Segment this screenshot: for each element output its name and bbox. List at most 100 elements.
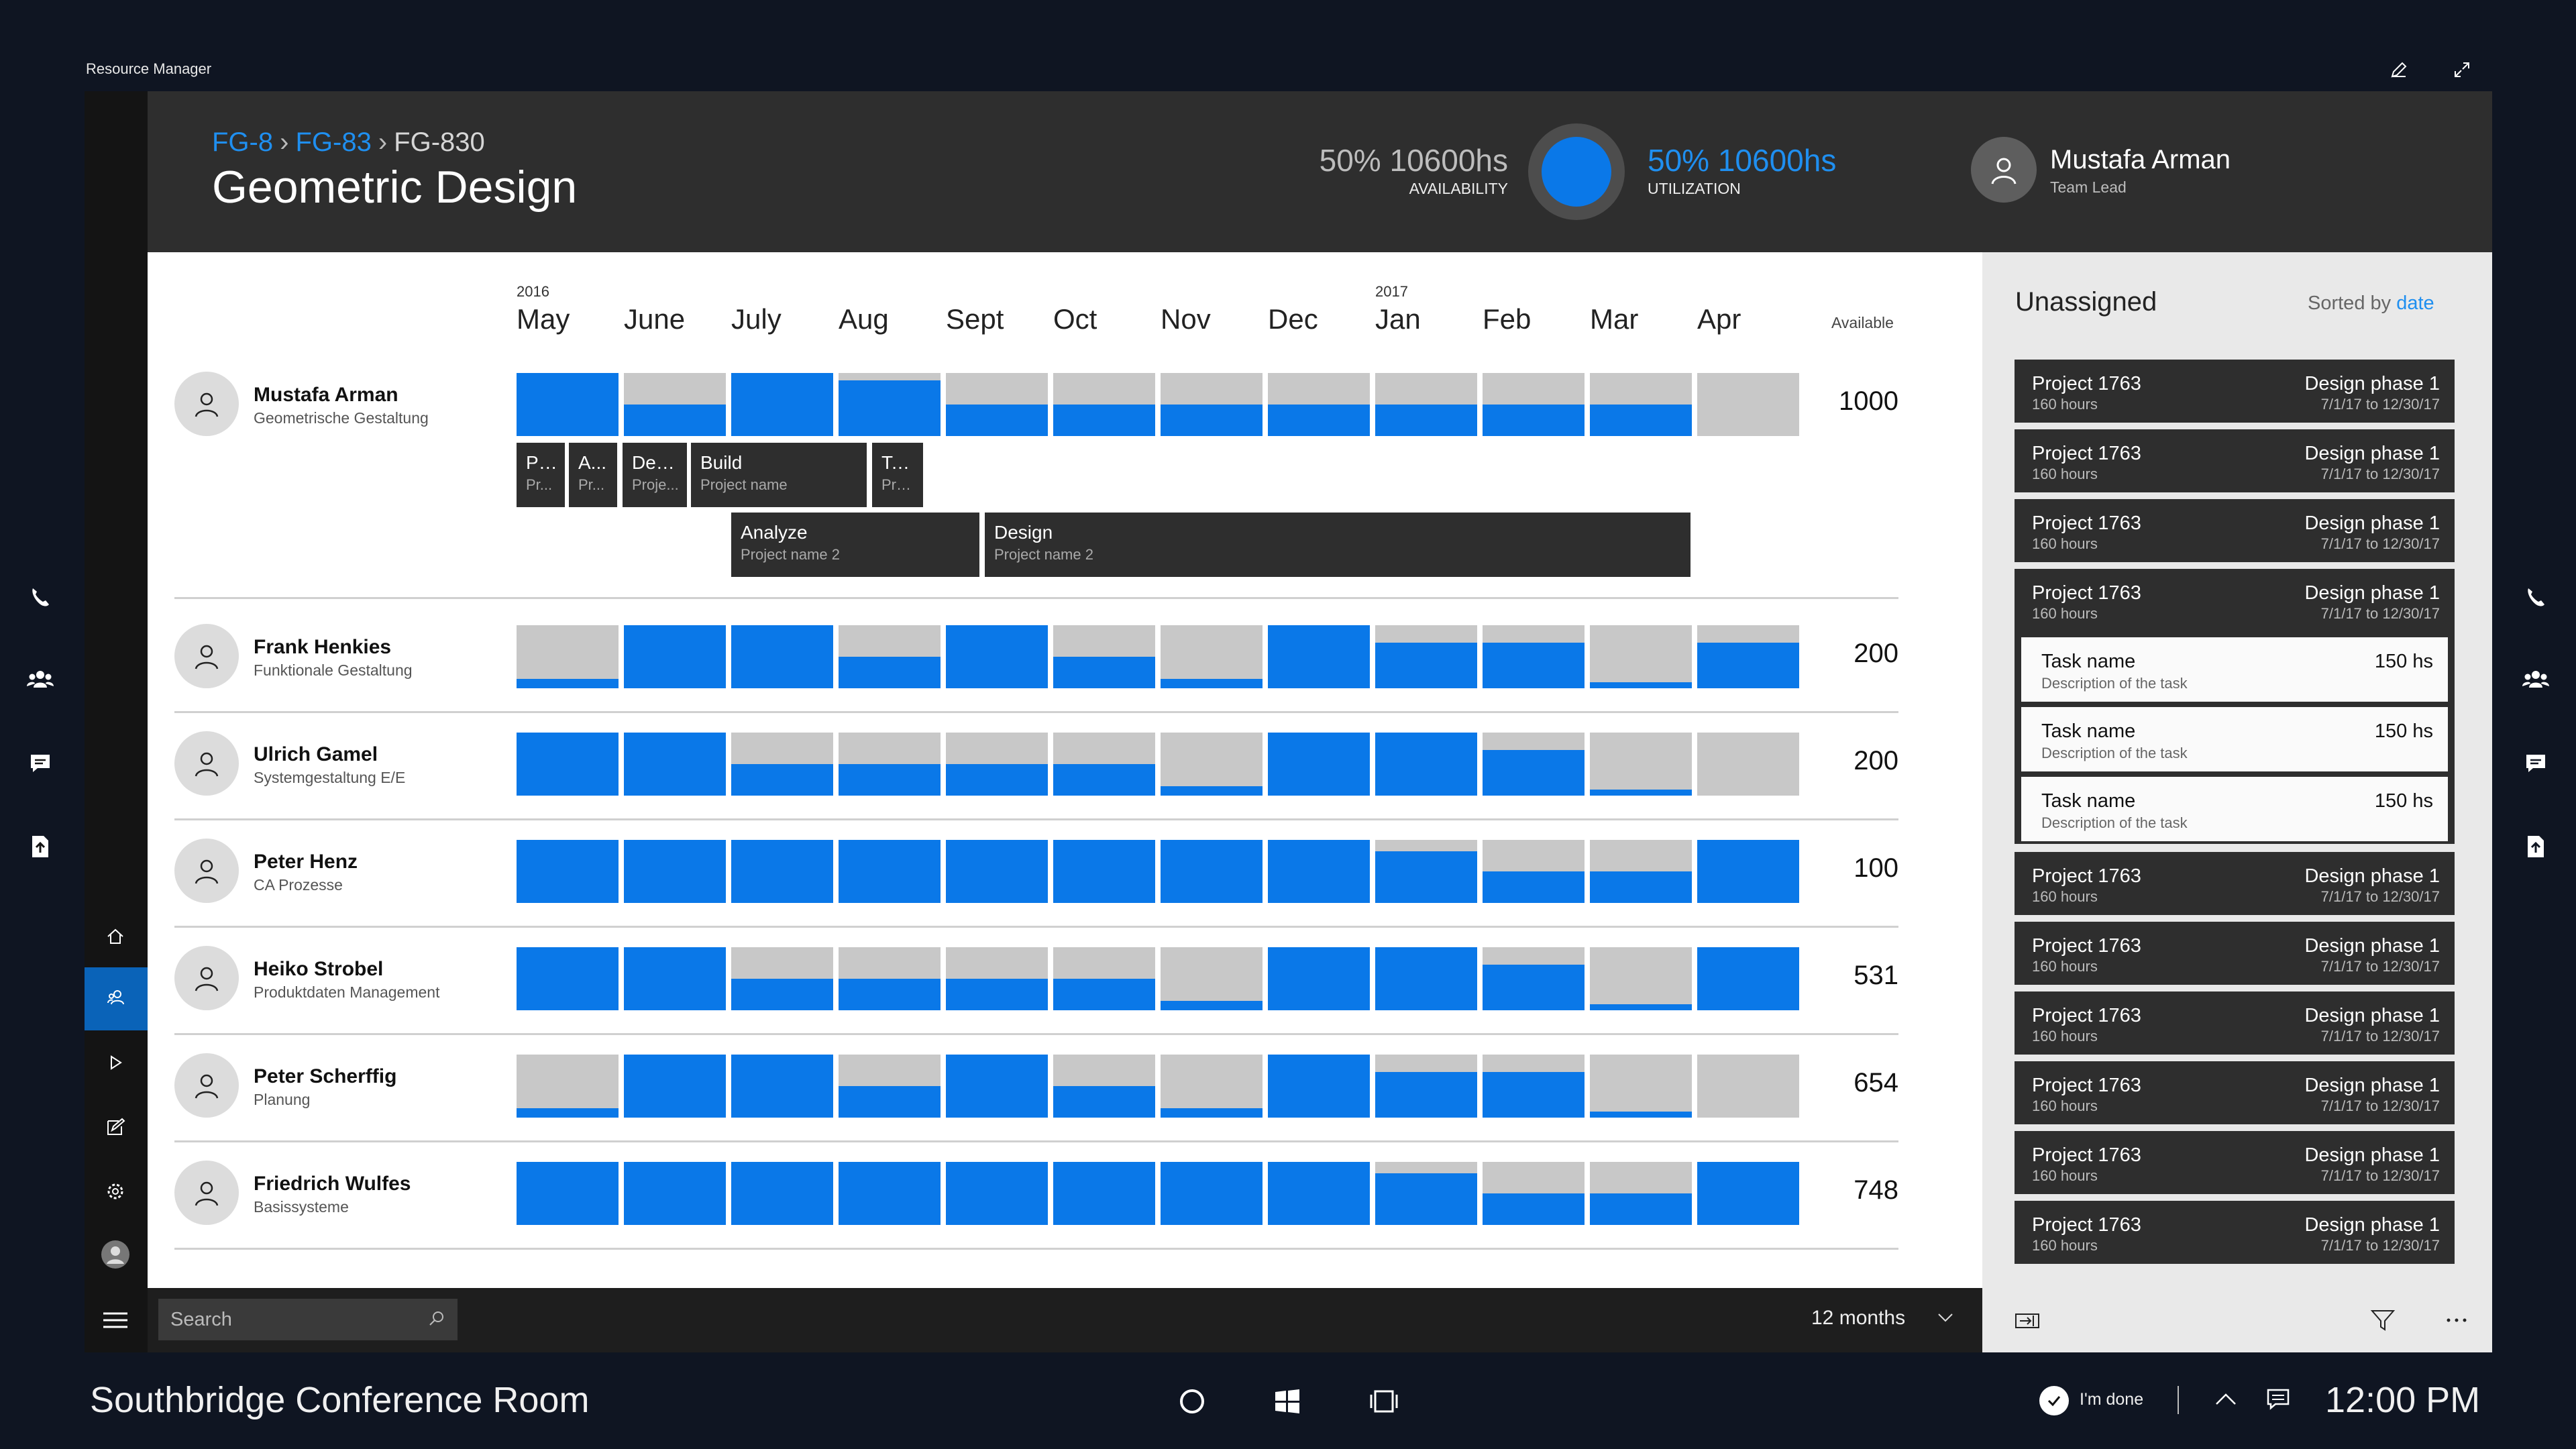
allocation-cell[interactable] [1483, 1055, 1585, 1118]
allocation-cell[interactable] [946, 947, 1048, 1010]
search-icon[interactable] [428, 1309, 445, 1330]
chevron-up-icon[interactable] [2211, 1385, 2241, 1414]
allocation-cell[interactable] [1483, 733, 1585, 796]
task-block[interactable]: Pl... Pr... [517, 443, 565, 507]
allocation-cell[interactable] [1161, 840, 1263, 903]
home-icon[interactable] [99, 920, 131, 953]
allocation-cell[interactable] [1375, 733, 1477, 796]
sort-value[interactable]: date [2396, 292, 2434, 314]
task-block[interactable]: Te... Pro... [872, 443, 923, 507]
allocation-cell[interactable] [1590, 373, 1692, 436]
chat-icon[interactable] [25, 749, 55, 778]
allocation-cell[interactable] [1375, 1055, 1477, 1118]
allocation-cell[interactable] [1590, 840, 1692, 903]
allocation-cell[interactable] [1375, 1162, 1477, 1225]
allocation-cell[interactable] [1161, 625, 1263, 688]
unassigned-card[interactable]: Project 1763 160 hours Design phase 1 7/1/1… [2015, 1201, 2455, 1264]
allocation-cell[interactable] [1053, 1055, 1155, 1118]
group-icon[interactable] [2521, 664, 2551, 694]
allocation-cell[interactable] [946, 1055, 1048, 1118]
person-avatar[interactable] [174, 946, 239, 1010]
allocation-cell[interactable] [1268, 840, 1370, 903]
allocation-cell[interactable] [1375, 947, 1477, 1010]
allocation-cell[interactable] [1590, 733, 1692, 796]
allocation-cell[interactable] [624, 625, 726, 688]
allocation-cell[interactable] [946, 1162, 1048, 1225]
unassigned-card[interactable]: Project 1763 160 hours Design phase 1 7/1/1… [2015, 991, 2455, 1055]
unassigned-card[interactable]: Project 1763 160 hours Design phase 1 7/1/1… [2015, 922, 2455, 985]
breadcrumb-link-fg83[interactable]: FG-83 [295, 127, 372, 157]
allocation-cell[interactable] [839, 947, 941, 1010]
allocation-cell[interactable] [731, 733, 833, 796]
allocation-cell[interactable] [1053, 373, 1155, 436]
allocation-cell[interactable] [517, 1162, 619, 1225]
allocation-cell[interactable] [839, 733, 941, 796]
allocation-cell[interactable] [731, 947, 833, 1010]
allocation-cell[interactable] [1483, 840, 1585, 903]
allocation-cell[interactable] [946, 733, 1048, 796]
edit-icon[interactable] [99, 1111, 131, 1143]
unassigned-task-card[interactable]: Task name Description of the task 150 hs [2021, 707, 2448, 771]
allocation-cell[interactable] [839, 840, 941, 903]
person-avatar[interactable] [174, 1161, 239, 1225]
allocation-cell[interactable] [731, 373, 833, 436]
people-nav-button[interactable] [85, 967, 148, 1030]
allocation-cell[interactable] [517, 733, 619, 796]
task-block[interactable]: Design Project name 2 [985, 513, 1690, 577]
allocation-cell[interactable] [1268, 1055, 1370, 1118]
allocation-cell[interactable] [839, 373, 941, 436]
allocation-cell[interactable] [1483, 947, 1585, 1010]
allocation-cell[interactable] [1697, 840, 1799, 903]
allocation-cell[interactable] [624, 840, 726, 903]
allocation-cell[interactable] [624, 1055, 726, 1118]
allocation-cell[interactable] [1375, 373, 1477, 436]
phone-icon[interactable] [25, 582, 55, 612]
allocation-cell[interactable] [517, 840, 619, 903]
unassigned-task-card[interactable]: Task name Description of the task 150 hs [2021, 637, 2448, 702]
task-block[interactable]: Des... Proje... [623, 443, 687, 507]
group-icon[interactable] [25, 664, 55, 694]
chat-icon[interactable] [2521, 749, 2551, 778]
search-input[interactable]: Search [158, 1299, 458, 1340]
unassigned-card[interactable]: Project 1763 160 hours Design phase 1 7/1/1… [2015, 429, 2455, 492]
pen-icon[interactable] [2388, 59, 2410, 80]
allocation-cell[interactable] [1268, 733, 1370, 796]
allocation-cell[interactable] [1053, 733, 1155, 796]
phone-icon[interactable] [2521, 582, 2551, 612]
sort-control[interactable]: Sorted by date [2308, 292, 2434, 315]
allocation-cell[interactable] [946, 840, 1048, 903]
allocation-cell[interactable] [1375, 840, 1477, 903]
allocation-cell[interactable] [731, 840, 833, 903]
upload-icon[interactable] [2521, 832, 2551, 861]
allocation-cell[interactable] [1053, 840, 1155, 903]
allocation-cell[interactable] [517, 373, 619, 436]
unassigned-card[interactable]: Project 1763 160 hours Design phase 1 7/1/1… [2015, 569, 2455, 632]
allocation-cell[interactable] [1697, 947, 1799, 1010]
allocation-cell[interactable] [1268, 625, 1370, 688]
windows-icon[interactable] [1269, 1383, 1305, 1419]
allocation-cell[interactable] [1590, 947, 1692, 1010]
task-view-icon[interactable] [1366, 1383, 1402, 1419]
chevron-down-icon[interactable] [1932, 1304, 1959, 1331]
person-avatar[interactable] [174, 372, 239, 436]
person-avatar[interactable] [174, 1053, 239, 1118]
allocation-cell[interactable] [1161, 1055, 1263, 1118]
allocation-cell[interactable] [1483, 1162, 1585, 1225]
gear-icon[interactable] [99, 1175, 131, 1208]
allocation-cell[interactable] [1697, 733, 1799, 796]
cortana-icon[interactable] [1174, 1383, 1210, 1419]
allocation-cell[interactable] [624, 947, 726, 1010]
task-block[interactable]: Analyze Project name 2 [731, 513, 979, 577]
person-avatar[interactable] [174, 624, 239, 688]
more-icon[interactable] [2442, 1305, 2471, 1335]
allocation-cell[interactable] [1483, 373, 1585, 436]
allocation-cell[interactable] [1697, 1162, 1799, 1225]
allocation-cell[interactable] [1590, 1162, 1692, 1225]
allocation-cell[interactable] [1590, 625, 1692, 688]
range-selector[interactable]: 12 months [1811, 1307, 1906, 1329]
allocation-cell[interactable] [1268, 373, 1370, 436]
header-avatar[interactable] [1971, 137, 2037, 203]
allocation-cell[interactable] [1161, 733, 1263, 796]
allocation-cell[interactable] [1268, 947, 1370, 1010]
allocation-cell[interactable] [1590, 1055, 1692, 1118]
